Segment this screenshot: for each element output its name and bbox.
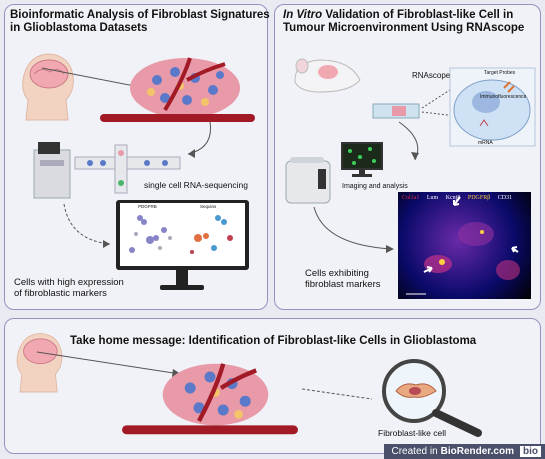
monitor-stand — [176, 270, 188, 286]
cell-probe-diagram — [449, 67, 536, 147]
sequencer-machine-icon — [33, 142, 71, 199]
panel-left-title: Bioinformatic Analysis of Fibroblast Sig… — [10, 9, 270, 34]
brain-icon-bottom — [23, 338, 58, 365]
stain-kcnj8: Kcnj8 — [445, 195, 461, 201]
umap-plots — [129, 215, 233, 254]
stain-col1a1: Col1a1 — [402, 195, 420, 201]
tumor-tissue-illustration — [100, 57, 255, 122]
arrow-dotted-to-monitor — [63, 203, 111, 248]
monitor-display — [120, 203, 245, 266]
imaging-analysis-label: Imaging and analysis — [342, 183, 408, 190]
monitor-base — [160, 285, 204, 290]
plot-title-right: Sequins — [200, 204, 217, 209]
stain-cd31: CD31 — [497, 195, 513, 201]
take-home-title: Take home message: Identification of Fib… — [70, 335, 477, 347]
left-result-text: Cells with high expression of fibroblast… — [14, 277, 124, 299]
arrow-tumor-to-sequencing — [187, 121, 212, 158]
tumor-tissue-bottom — [122, 363, 298, 435]
human-head-icon-bottom — [16, 333, 63, 393]
arrow-head-to-tumor-bottom — [36, 351, 181, 377]
immunofluorescence-label: Immunofluorescence — [480, 94, 527, 100]
arrow-cell-to-imaging — [398, 121, 419, 161]
mouse-icon — [294, 58, 361, 93]
target-probes-label: Target Probes — [484, 70, 516, 76]
mrna-label: mRNA — [478, 140, 493, 146]
panel-right-title: In Vitro Validation of Fibroblast-like C… — [283, 9, 525, 34]
tissue-slide-icon — [372, 103, 420, 119]
plot-title-left: PDGFRB — [138, 204, 157, 209]
fluorescence-cells — [406, 196, 520, 295]
rnascope-label: RNAscope — [412, 71, 451, 80]
scrna-seq-label: single cell RNA-sequencing — [144, 180, 248, 190]
brain-icon — [29, 59, 69, 89]
right-result-text: Cells exhibiting fibroblast markers — [305, 268, 381, 290]
human-head-icon — [22, 53, 74, 121]
arrow-imaging-to-micrograph — [313, 206, 394, 253]
microfluidic-chip-icon — [74, 144, 181, 194]
magnifying-glass-icon — [382, 359, 482, 437]
fibroblast-cell-label: Fibroblast-like cell — [378, 428, 447, 438]
stain-labels: Col1a1 Lum Kcnj8 PDGFRβ CD31 — [402, 195, 512, 201]
imaging-microscope-icon — [285, 157, 331, 204]
biorender-badge: bio — [520, 446, 541, 457]
stain-lum: Lum — [426, 195, 439, 201]
arrow-tumor-to-magnifier — [301, 388, 373, 400]
stain-pdgfrb: PDGFRβ — [467, 195, 491, 201]
biorender-watermark: Created in BioRender.com bio — [383, 444, 545, 459]
analysis-monitor-icon — [341, 142, 383, 177]
fluorescence-micrograph — [398, 192, 531, 299]
